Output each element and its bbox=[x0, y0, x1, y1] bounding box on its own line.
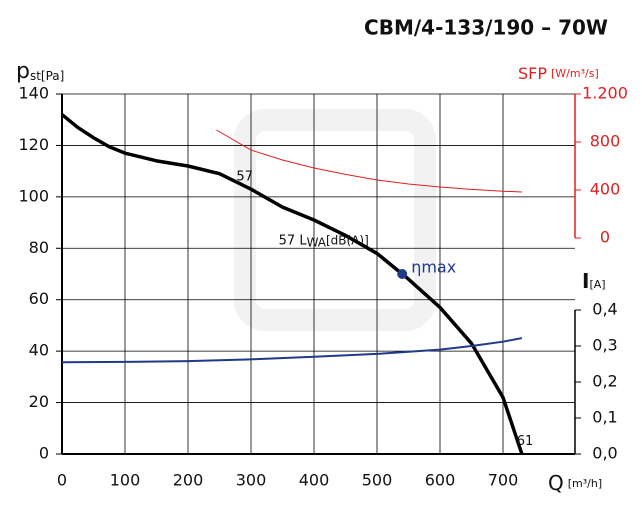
y-label-main: p bbox=[16, 59, 30, 84]
x-tick-label: 0 bbox=[57, 471, 67, 490]
annotation: 57 LWA[dB(A)] bbox=[279, 233, 369, 249]
annotation-text: 57 bbox=[236, 169, 253, 184]
annotation-text: 57 L bbox=[279, 233, 308, 248]
y-tick-label: 20 bbox=[29, 392, 49, 411]
eta-max-label: ηmax bbox=[411, 258, 456, 277]
y-tick-label: 120 bbox=[18, 135, 49, 154]
x-axis-label: Q [m³/h] bbox=[548, 471, 602, 495]
x-tick-label: 700 bbox=[488, 471, 519, 490]
y3-tick-label: 0,0 bbox=[592, 444, 617, 463]
y-tick-label: 60 bbox=[29, 289, 49, 308]
annotation-text: 61 bbox=[517, 434, 534, 449]
y3-tick-label: 0,4 bbox=[592, 300, 617, 319]
x-tick-label: 200 bbox=[173, 471, 204, 490]
x-tick-label: 300 bbox=[236, 471, 267, 490]
x-label-main: Q bbox=[548, 471, 564, 495]
y3-tick-label: 0,1 bbox=[592, 408, 617, 427]
series-line bbox=[216, 129, 522, 193]
y3-tick-label: 0,2 bbox=[592, 372, 617, 391]
y2-tick-label: 0 bbox=[600, 228, 610, 247]
chart-title: CBM/4-133/190 – 70W bbox=[364, 16, 608, 40]
series-line bbox=[60, 113, 524, 455]
y2-tick-label: 400 bbox=[590, 180, 621, 199]
x-tick-label: 600 bbox=[425, 471, 456, 490]
y2-label-sub: [W/m³/s] bbox=[551, 67, 599, 80]
y-axis-label: pst[Pa] bbox=[16, 59, 64, 84]
y-label-sub: st[Pa] bbox=[30, 69, 64, 83]
watermark bbox=[234, 109, 436, 331]
x-tick-label: 100 bbox=[110, 471, 141, 490]
y3-axis-label: I[A] bbox=[582, 269, 606, 293]
x-tick-label: 400 bbox=[299, 471, 330, 490]
y3-label-sub: [A] bbox=[589, 278, 605, 291]
y2-tick-label: 1.200 bbox=[582, 84, 628, 103]
annotation: 57 bbox=[236, 169, 253, 184]
y3-tick-label: 0,3 bbox=[592, 336, 617, 355]
x-tick-label: 500 bbox=[362, 471, 393, 490]
y2-label-main: SFP bbox=[518, 64, 547, 83]
y2-axis-label: SFP [W/m³/s] bbox=[518, 64, 599, 83]
series-line bbox=[61, 337, 523, 364]
eta-max-point bbox=[397, 269, 408, 279]
y-tick-label: 40 bbox=[29, 341, 49, 360]
annotation: 61 bbox=[517, 434, 534, 449]
y3-label-main: I bbox=[582, 269, 589, 293]
y-tick-label: 0 bbox=[39, 444, 49, 463]
y-tick-label: 140 bbox=[18, 84, 49, 103]
y-tick-label: 100 bbox=[18, 186, 49, 205]
y-tick-label: 80 bbox=[29, 238, 49, 257]
annotation-sub: WA bbox=[307, 235, 327, 249]
x-label-sub: [m³/h] bbox=[568, 477, 602, 490]
annotation-rest: [dB(A)] bbox=[326, 233, 369, 247]
y2-tick-label: 800 bbox=[590, 132, 621, 151]
